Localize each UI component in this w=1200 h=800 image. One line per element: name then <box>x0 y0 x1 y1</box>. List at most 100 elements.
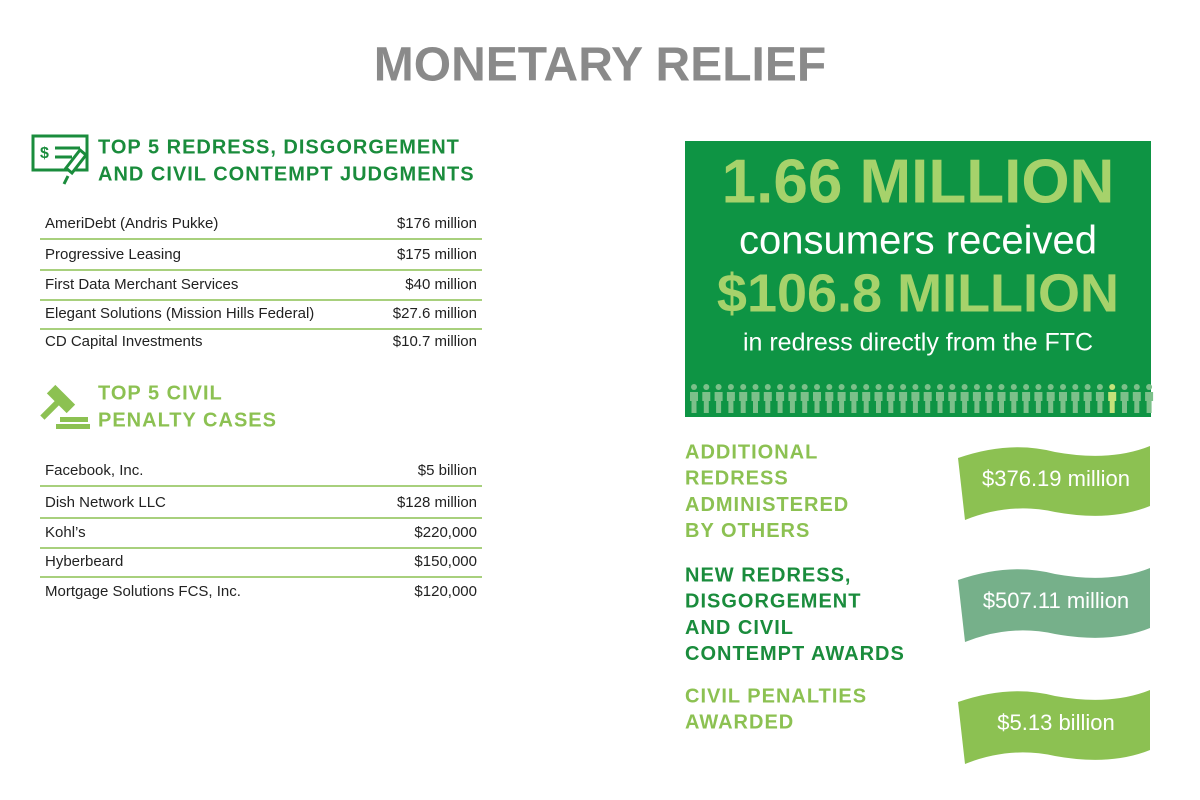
person-body <box>1009 392 1018 401</box>
person-legs <box>777 401 783 413</box>
person-legs <box>1109 401 1115 413</box>
person-head <box>789 384 796 390</box>
person-body <box>1083 392 1092 401</box>
person-head <box>740 384 747 390</box>
person-body <box>1034 392 1043 401</box>
award-label: REDRESS <box>685 468 789 490</box>
person-head <box>703 384 710 390</box>
person-head <box>924 384 931 390</box>
person-body <box>948 392 957 401</box>
section-heading: TOP 5 REDRESS, DISGORGEMENT <box>98 136 460 158</box>
banner-line: in redress directly from the FTC <box>743 329 1093 357</box>
award-ribbon <box>958 446 1150 520</box>
person-legs <box>1011 401 1017 413</box>
person-legs <box>839 401 845 413</box>
row-name: Dish Network LLC <box>45 494 166 511</box>
person-body <box>1022 392 1031 401</box>
row-amount: $120,000 <box>414 583 477 600</box>
award-label: AWARDED <box>685 712 794 734</box>
person-body <box>972 392 981 401</box>
person-head <box>1133 384 1140 390</box>
row-name: Progressive Leasing <box>45 246 181 263</box>
person-head <box>752 384 759 390</box>
person-head <box>727 384 734 390</box>
page-title: MONETARY RELIEF <box>374 39 826 92</box>
award-amount: $5.13 billion <box>997 710 1114 735</box>
person-body <box>911 392 920 401</box>
person-head <box>887 384 894 390</box>
person-body <box>862 392 871 401</box>
person-head <box>875 384 882 390</box>
person-body <box>899 392 908 401</box>
person-legs <box>925 401 931 413</box>
person-head <box>814 384 820 390</box>
person-legs <box>765 401 771 413</box>
person-legs <box>986 401 992 413</box>
banner-line: consumers received <box>739 219 1097 263</box>
person-legs <box>826 401 832 413</box>
row-amount: $128 million <box>397 494 477 511</box>
person-body <box>997 392 1006 401</box>
person-legs <box>949 401 955 413</box>
person-legs <box>900 401 906 413</box>
award-label: ADDITIONAL <box>685 441 818 463</box>
row-name: CD Capital Investments <box>45 333 203 350</box>
row-name: Elegant Solutions (Mission Hills Federal… <box>45 305 314 322</box>
person-body <box>1095 392 1104 401</box>
person-body <box>849 392 858 401</box>
person-body <box>1059 392 1067 401</box>
person-legs <box>1085 401 1091 413</box>
person-head <box>986 384 993 390</box>
person-body <box>1046 392 1055 401</box>
row-amount: $176 million <box>397 215 477 232</box>
person-body <box>1145 392 1154 401</box>
row-amount: $40 million <box>405 276 477 293</box>
person-head <box>1096 384 1103 390</box>
person-body <box>1132 392 1141 401</box>
banner <box>685 141 1151 417</box>
person-legs <box>691 401 697 413</box>
person-head <box>961 384 968 390</box>
person-head <box>838 384 845 390</box>
person-head <box>1084 384 1091 390</box>
person-legs <box>1060 401 1066 413</box>
person-head <box>715 384 722 390</box>
person-head <box>1146 384 1153 390</box>
person-head <box>1010 384 1017 390</box>
person-body <box>960 392 969 401</box>
person-legs <box>937 401 943 413</box>
person-head <box>1109 384 1116 390</box>
person-legs <box>1048 401 1054 413</box>
person-body <box>702 392 711 401</box>
award-label: ADMINISTERED <box>685 494 849 516</box>
award-label: BY OTHERS <box>685 520 810 542</box>
person-body <box>800 392 809 401</box>
person-legs <box>1134 401 1140 413</box>
person-legs <box>962 401 968 413</box>
person-body <box>825 392 834 401</box>
person-legs <box>1097 401 1103 413</box>
person-legs <box>789 401 795 413</box>
person-legs <box>863 401 869 413</box>
person-legs <box>851 401 857 413</box>
person-body <box>1108 392 1117 401</box>
person-legs <box>1146 401 1152 413</box>
person-legs <box>814 401 820 413</box>
person-legs <box>999 401 1004 413</box>
award-ribbon <box>958 690 1150 764</box>
person-head <box>850 384 857 390</box>
award-label: CIVIL PENALTIES <box>685 685 867 707</box>
person-legs <box>1122 401 1127 413</box>
row-amount: $27.6 million <box>393 305 477 322</box>
person-body <box>1071 392 1080 401</box>
person-body <box>985 392 994 401</box>
person-body <box>837 392 846 401</box>
person-legs <box>1072 401 1078 413</box>
person-head <box>764 384 771 390</box>
row-amount: $175 million <box>397 246 477 263</box>
row-name: Mortgage Solutions FCS, Inc. <box>45 583 241 600</box>
person-head <box>1060 384 1066 390</box>
person-body <box>886 392 895 401</box>
person-legs <box>912 401 918 413</box>
